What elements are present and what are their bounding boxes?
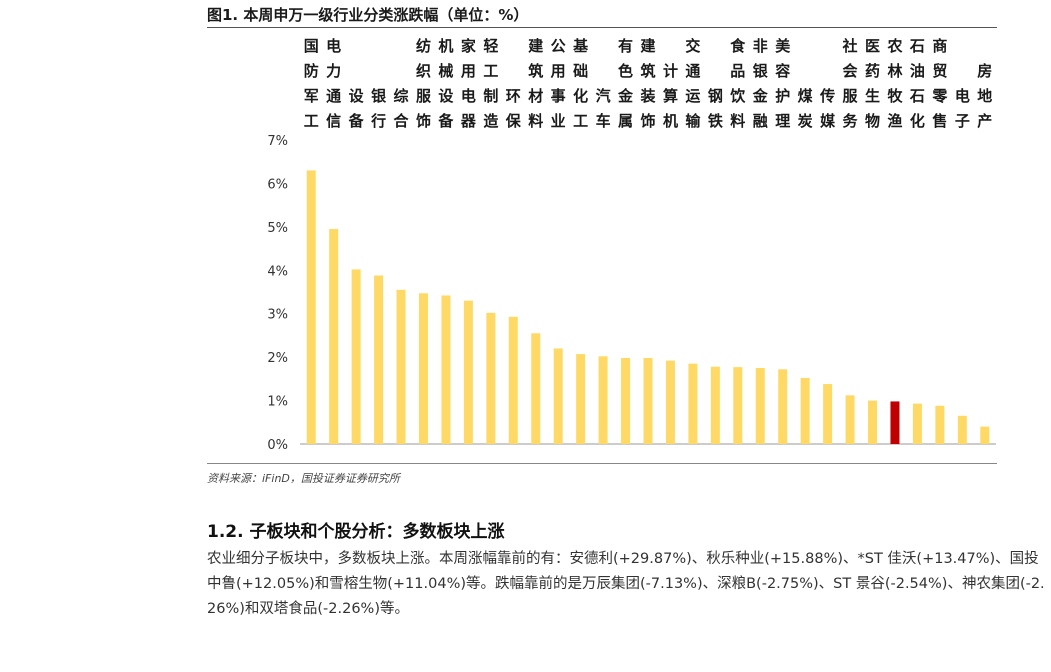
category-label: 纺织服饰	[416, 37, 432, 130]
category-label: 传媒	[819, 87, 836, 130]
y-tick-label: 0%	[267, 438, 288, 453]
section-title: 1.2. 子板块和个股分析：多数板块上涨	[207, 522, 505, 542]
bar	[441, 295, 451, 444]
category-label: 石油石化	[909, 37, 925, 130]
bar	[755, 368, 765, 444]
bar	[665, 360, 675, 444]
y-tick-label: 1%	[267, 395, 288, 410]
bar	[374, 275, 384, 444]
bar	[800, 377, 810, 444]
category-label: 电力通信	[326, 37, 341, 130]
bar	[553, 348, 563, 444]
bar	[823, 384, 833, 444]
bar	[598, 356, 608, 444]
category-label: 家用电器	[460, 37, 477, 130]
category-label: 计算机	[663, 62, 678, 130]
category-label: 美容护理	[774, 37, 791, 130]
bar	[890, 401, 900, 444]
bar-chart: 0% 1% 2% 3% 4% 5% 6% 7% 国防军工电力通信设备银行综合纺织服饰机械设备家用…	[267, 37, 996, 453]
bar	[351, 269, 361, 444]
y-tick-label: 3%	[267, 308, 288, 323]
category-label: 有色金属	[617, 37, 634, 130]
bar	[643, 358, 653, 444]
category-label: 食品饮料	[729, 37, 746, 130]
bar	[733, 367, 743, 444]
title-divider	[207, 27, 997, 28]
category-label: 农林牧渔	[886, 37, 903, 130]
category-label: 建筑装饰	[639, 37, 656, 130]
category-label: 国防军工	[304, 37, 319, 130]
bar	[957, 415, 967, 444]
bar	[329, 229, 339, 444]
source-divider	[207, 463, 997, 464]
bar	[306, 170, 316, 444]
y-tick-label: 2%	[267, 351, 288, 366]
category-label: 商贸零售	[931, 37, 948, 130]
bar	[463, 300, 473, 444]
category-label: 银行	[370, 87, 387, 130]
category-label: 轻工制造	[483, 37, 498, 130]
category-label: 建筑材料	[527, 37, 544, 130]
source-note: 资料来源：iFinD，国投证券证券研究所	[207, 472, 400, 485]
bar	[531, 333, 541, 444]
bar	[418, 293, 428, 444]
category-label: 环保	[505, 87, 522, 130]
category-label: 非银金融	[752, 37, 769, 130]
y-tick-label: 6%	[267, 177, 288, 192]
category-label: 基础化工	[572, 37, 589, 130]
category-label: 交通运输	[685, 37, 701, 130]
category-label: 汽车	[596, 87, 611, 130]
category-label: 机械设备	[437, 37, 454, 130]
category-label: 公用事业	[551, 37, 566, 130]
category-label: 综合	[393, 87, 410, 130]
bar	[912, 403, 922, 444]
bar	[621, 358, 631, 444]
bar	[778, 369, 788, 444]
figure-title: 图1. 本周申万一级行业分类涨跌幅（单位：%）	[207, 6, 529, 24]
y-tick-label: 5%	[267, 221, 288, 236]
bar	[710, 366, 720, 444]
category-label: 房地产	[977, 62, 992, 130]
category-label: 电子	[955, 87, 970, 130]
y-tick-label: 7%	[267, 134, 288, 149]
category-label: 钢铁	[708, 87, 723, 130]
y-tick-label: 4%	[267, 264, 288, 279]
bar	[845, 395, 855, 444]
bar	[980, 426, 990, 444]
category-label: 社会服务	[842, 37, 859, 130]
bar	[486, 312, 496, 444]
category-label: 医药生物	[865, 37, 880, 130]
category-label: 设备	[348, 87, 365, 130]
chart-area: 0% 1% 2% 3% 4% 5% 6% 7% 国防军工 电力通信 设备 银行 综合 纺织服饰 机械设备 家用…	[267, 37, 996, 453]
bar	[396, 289, 406, 444]
bar	[688, 363, 698, 444]
bar	[576, 354, 586, 444]
category-label: 煤炭	[798, 87, 813, 130]
bar	[935, 405, 945, 444]
bar	[868, 400, 878, 444]
bar	[508, 316, 518, 444]
body-paragraph: 农业细分子板块中，多数板块上涨。本周涨幅靠前的有：安德利(+29.87%)、秋乐…	[207, 551, 1045, 617]
